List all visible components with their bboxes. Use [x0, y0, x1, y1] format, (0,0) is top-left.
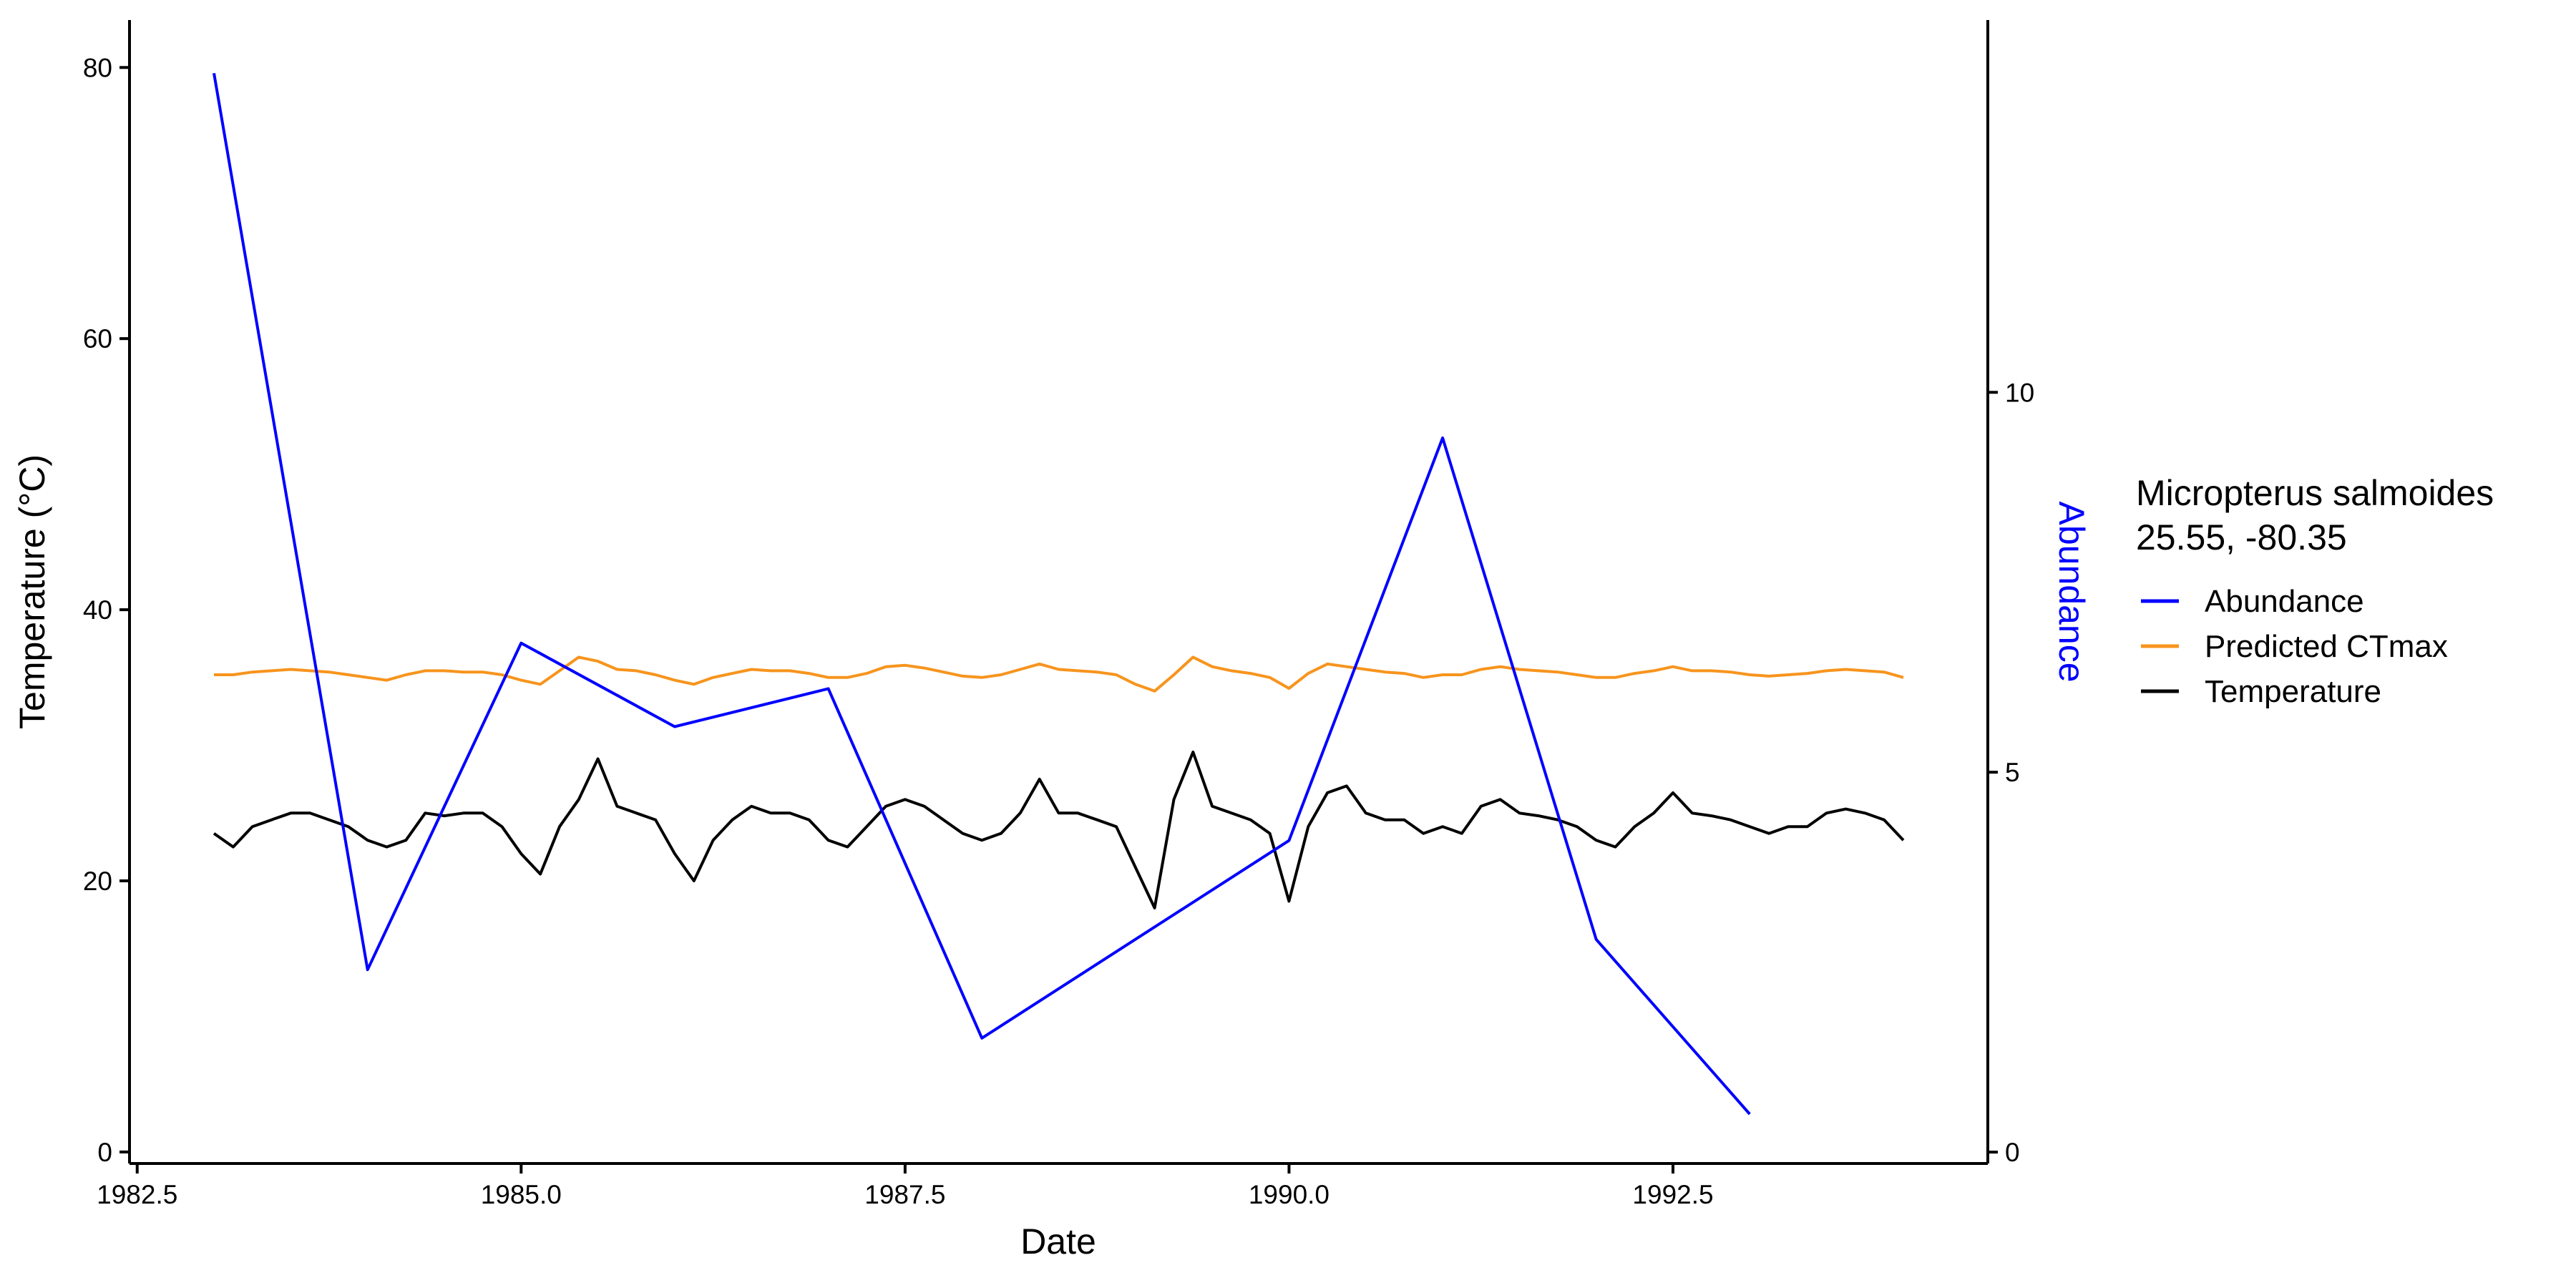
y-axis-title: Temperature (°C) — [12, 454, 52, 729]
y-tick-label: 80 — [83, 53, 112, 82]
y2-tick-label: 0 — [2005, 1138, 2020, 1167]
y2-tick-label: 5 — [2005, 758, 2020, 787]
series-line — [213, 751, 1905, 909]
y-tick-label: 40 — [83, 595, 112, 625]
legend-title: 25.55, -80.35 — [2136, 517, 2347, 557]
x-axis-title: Date — [1020, 1221, 1096, 1262]
legend-title: Micropterus salmoides — [2136, 473, 2494, 513]
y2-axis-title: Abundance — [2051, 501, 2092, 682]
legend-label: Temperature — [2205, 674, 2381, 709]
x-tick-label: 1982.5 — [97, 1180, 177, 1209]
legend-label: Predicted CTmax — [2205, 629, 2448, 664]
y-tick-label: 60 — [83, 324, 112, 353]
x-tick-label: 1987.5 — [864, 1180, 945, 1209]
y2-tick-label: 10 — [2005, 378, 2034, 407]
y-tick-label: 0 — [97, 1138, 112, 1167]
series-line — [213, 72, 1751, 1116]
series-line — [214, 655, 1904, 693]
y-tick-label: 20 — [83, 867, 112, 896]
x-tick-label: 1992.5 — [1632, 1180, 1713, 1209]
legend-label: Abundance — [2205, 584, 2364, 619]
x-tick-label: 1985.0 — [481, 1180, 562, 1209]
x-tick-label: 1990.0 — [1249, 1180, 1330, 1209]
